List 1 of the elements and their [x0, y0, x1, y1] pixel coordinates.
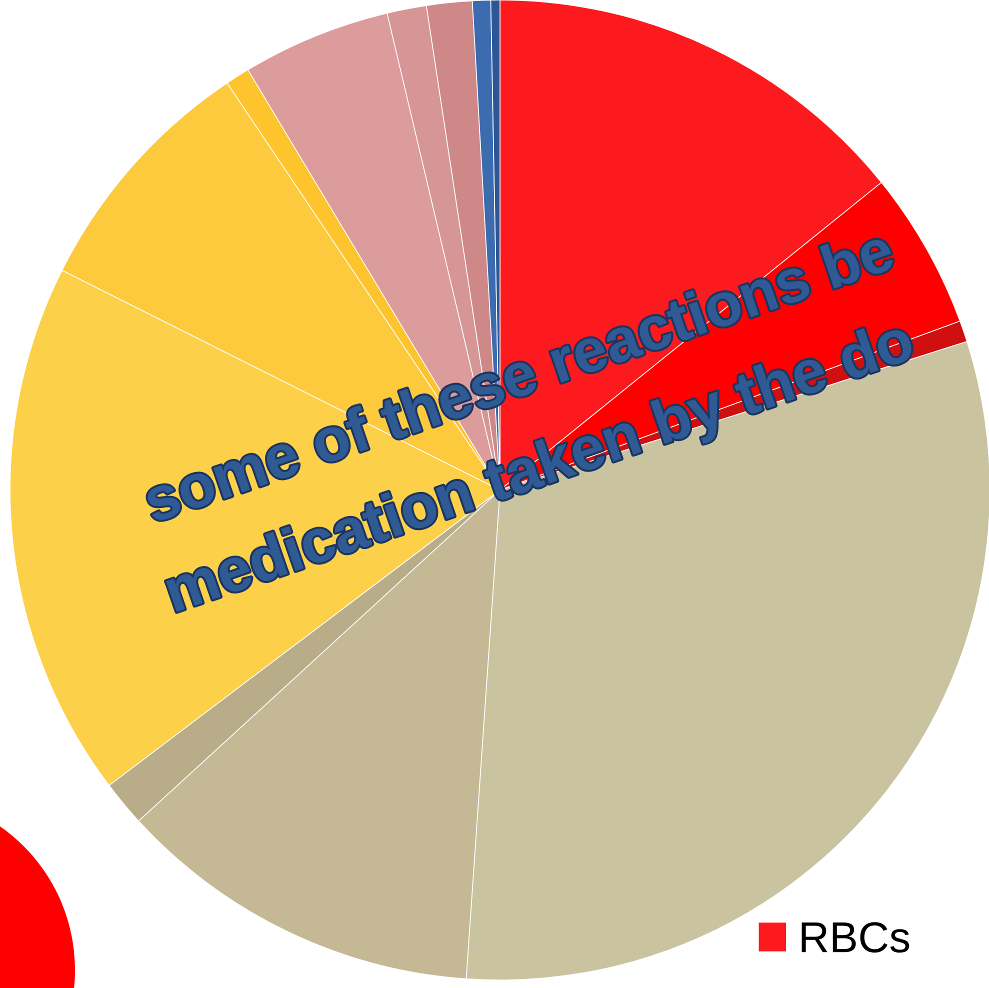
legend-label: RBCs	[802, 922, 910, 953]
